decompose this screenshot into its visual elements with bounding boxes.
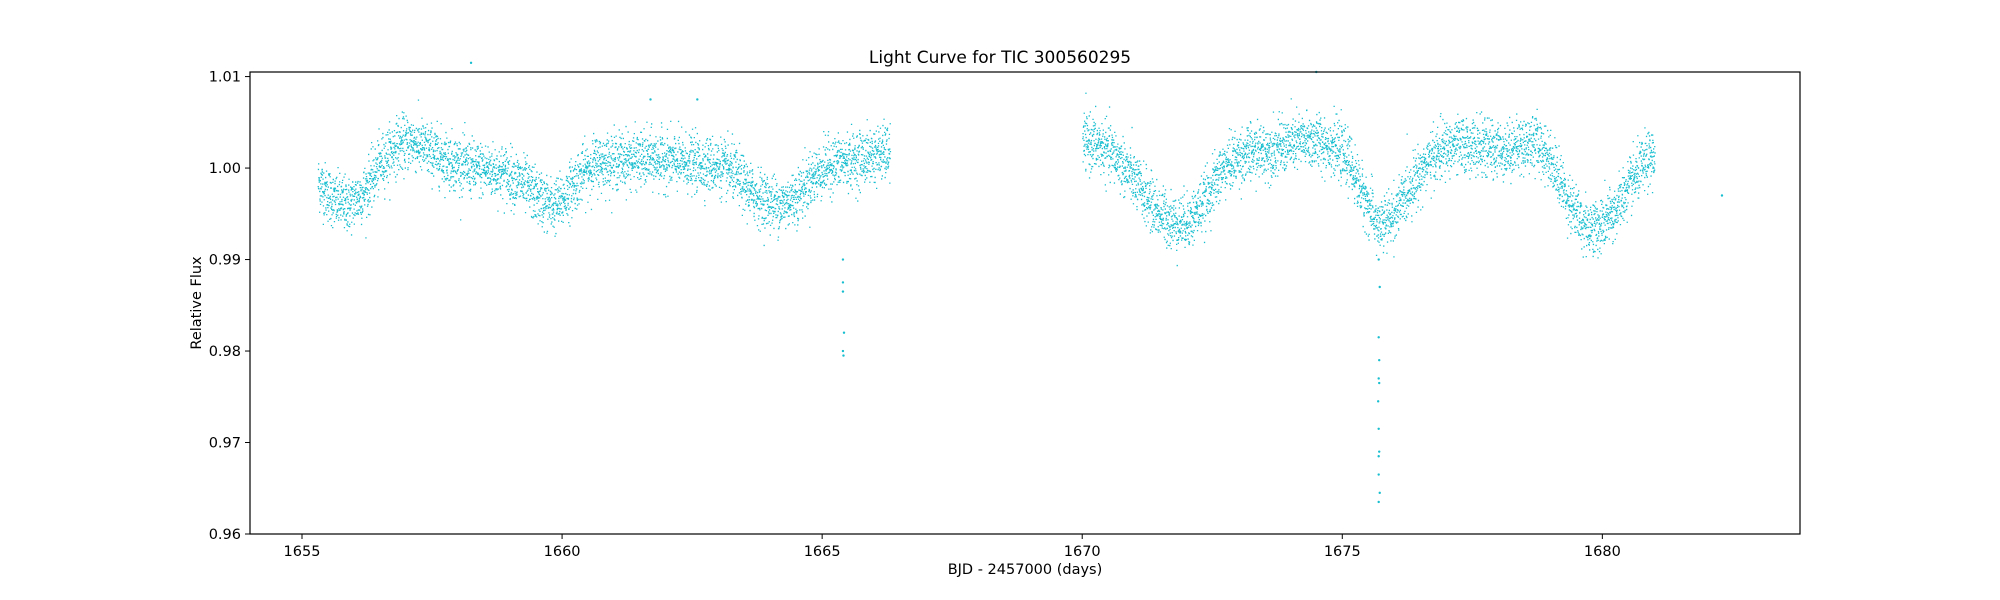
y-tick-label: 0.98 (209, 344, 241, 360)
outlier-point (842, 331, 846, 334)
y-tick-label: 1.00 (209, 161, 241, 177)
y-tick-label: 0.99 (209, 253, 241, 269)
x-axis-ticks: 1655 1660 1665 1670 1675 1680 (284, 534, 1621, 560)
outlier-point (1377, 377, 1380, 380)
outlier-point (1378, 491, 1381, 495)
outlier-point (1720, 194, 1724, 197)
outlier-point (841, 281, 845, 284)
outlier-point (1377, 500, 1380, 504)
data-points (317, 61, 1724, 504)
outlier-point (1377, 336, 1380, 339)
outlier-point (842, 354, 845, 357)
outlier-point (841, 349, 845, 353)
outlier-point (649, 98, 652, 101)
outlier-point (841, 290, 845, 293)
outlier-point (1377, 473, 1380, 476)
x-tick-label: 1680 (1584, 544, 1621, 560)
light-curve-points-segment-1 (317, 99, 892, 247)
outlier-point (1377, 455, 1380, 458)
x-tick-label: 1660 (544, 544, 581, 560)
y-axis-ticks: 0.96 0.97 0.98 0.99 1.00 1.01 (209, 70, 250, 543)
plot-frame (249, 71, 1801, 535)
outlier-point (1378, 381, 1381, 385)
outlier-point (1376, 400, 1380, 403)
x-tick-label: 1670 (1064, 544, 1101, 560)
x-tick-label: 1675 (1324, 544, 1361, 560)
outlier-point (1378, 450, 1381, 453)
outlier-point (1378, 358, 1381, 362)
x-axis-label: BJD - 2457000 (days) (948, 562, 1103, 578)
x-tick-label: 1655 (284, 544, 321, 560)
y-tick-label: 1.01 (209, 70, 241, 86)
outlier-point (841, 258, 845, 261)
outlier-point (469, 61, 473, 65)
outlier-point (1377, 427, 1380, 430)
outlier-point (696, 98, 699, 101)
outlier-point (1378, 285, 1381, 289)
outlier-point (1377, 258, 1380, 261)
chart-title: Light Curve for TIC 300560295 (869, 48, 1131, 68)
y-tick-label: 0.97 (209, 436, 241, 452)
light-curve-points-segment-2 (1082, 92, 1656, 267)
y-tick-label: 0.96 (209, 527, 241, 543)
y-axis-label: Relative Flux (189, 256, 205, 350)
x-tick-label: 1665 (804, 544, 841, 560)
